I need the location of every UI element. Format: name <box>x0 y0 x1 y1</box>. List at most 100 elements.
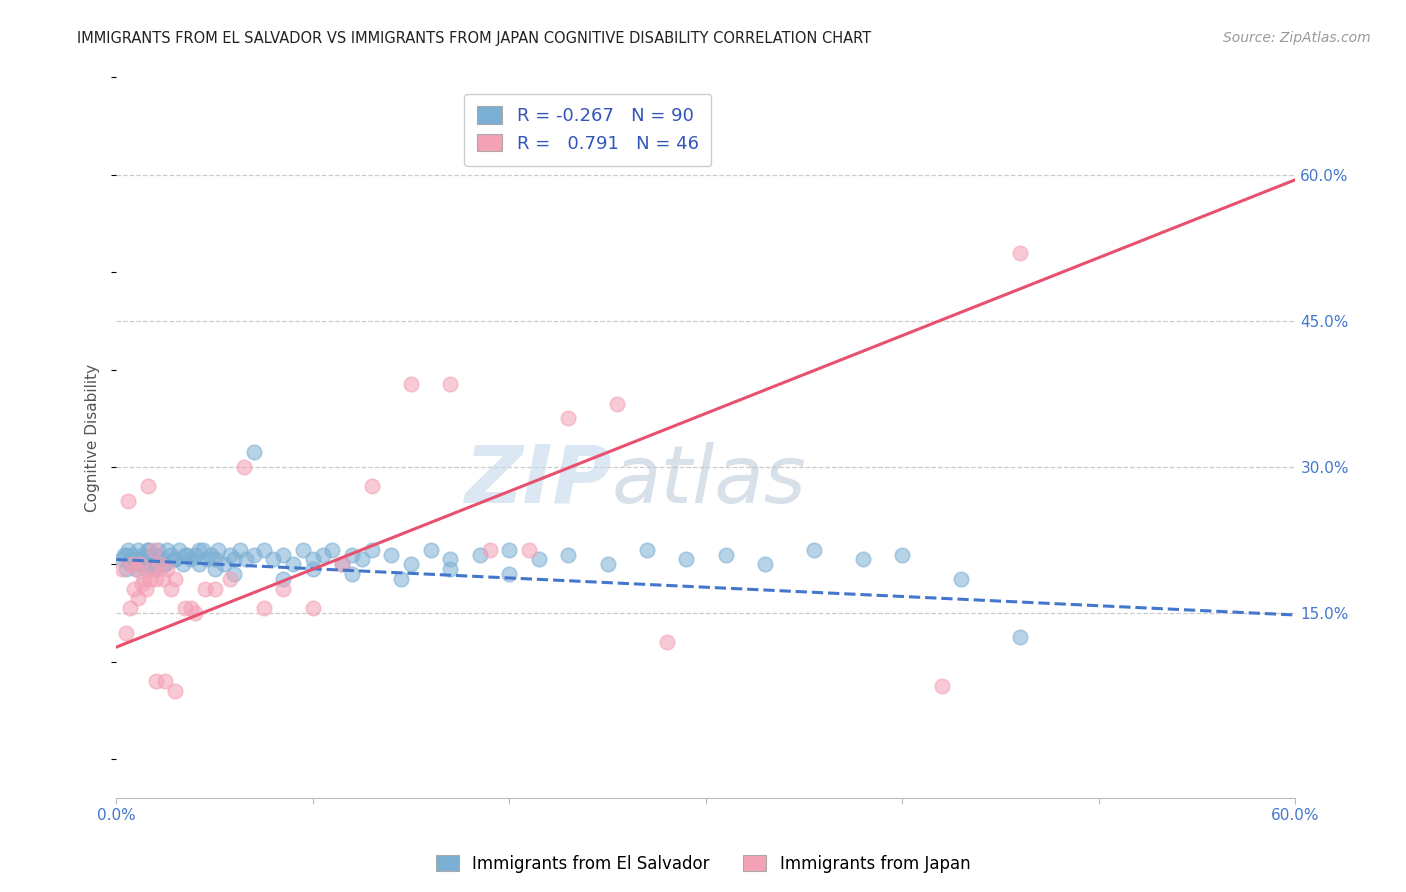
Point <box>950 572 973 586</box>
Point <box>136 542 159 557</box>
Point <box>1010 631 1032 645</box>
Point <box>931 679 953 693</box>
Point <box>380 548 402 562</box>
Point <box>122 552 145 566</box>
Point <box>138 572 160 586</box>
Point <box>136 479 159 493</box>
Point <box>498 567 520 582</box>
Point <box>131 548 153 562</box>
Text: Source: ZipAtlas.com: Source: ZipAtlas.com <box>1223 31 1371 45</box>
Point <box>184 606 207 620</box>
Point <box>148 558 170 572</box>
Point <box>229 542 252 557</box>
Point <box>118 601 141 615</box>
Point <box>291 542 314 557</box>
Point <box>253 542 276 557</box>
Point <box>301 552 323 566</box>
Point <box>128 558 150 572</box>
Point <box>121 558 143 572</box>
Point <box>165 684 187 698</box>
Point <box>136 542 159 557</box>
Point <box>167 542 190 557</box>
Point <box>122 582 145 596</box>
Point <box>439 562 461 576</box>
Point <box>340 567 363 582</box>
Point <box>675 552 697 566</box>
Point <box>273 572 295 586</box>
Point <box>187 542 209 557</box>
Point <box>121 558 143 572</box>
Text: atlas: atlas <box>612 442 806 520</box>
Point <box>172 558 194 572</box>
Point <box>165 552 187 566</box>
Point <box>155 674 177 689</box>
Point <box>235 552 257 566</box>
Point <box>155 558 177 572</box>
Point <box>557 411 579 425</box>
Text: IMMIGRANTS FROM EL SALVADOR VS IMMIGRANTS FROM JAPAN COGNITIVE DISABILITY CORREL: IMMIGRANTS FROM EL SALVADOR VS IMMIGRANT… <box>77 31 872 46</box>
Point <box>263 552 285 566</box>
Point <box>1010 245 1032 260</box>
Point <box>132 552 155 566</box>
Point <box>273 548 295 562</box>
Point <box>145 548 167 562</box>
Point <box>273 582 295 596</box>
Point <box>330 558 353 572</box>
Point <box>360 479 382 493</box>
Point <box>301 601 323 615</box>
Point <box>174 548 197 562</box>
Point <box>419 542 441 557</box>
Point <box>184 548 207 562</box>
Point <box>204 562 226 576</box>
Point <box>156 542 179 557</box>
Point <box>111 562 134 576</box>
Point <box>852 552 875 566</box>
Point <box>714 548 737 562</box>
Point <box>389 572 412 586</box>
Point <box>125 562 148 576</box>
Point <box>243 445 266 459</box>
Point <box>219 548 242 562</box>
Point <box>180 552 202 566</box>
Point <box>118 558 141 572</box>
Point <box>204 582 226 596</box>
Point <box>596 558 619 572</box>
Point <box>165 572 187 586</box>
Point <box>311 548 333 562</box>
Point <box>527 552 550 566</box>
Point <box>321 542 343 557</box>
Point <box>142 548 165 562</box>
Point <box>195 552 218 566</box>
Point <box>219 572 242 586</box>
Point <box>636 542 658 557</box>
Point <box>131 577 153 591</box>
Point <box>399 558 422 572</box>
Point <box>127 591 149 606</box>
Point <box>606 397 628 411</box>
Point <box>498 542 520 557</box>
Point <box>117 542 139 557</box>
Point <box>214 558 236 572</box>
Point <box>165 552 187 566</box>
Y-axis label: Cognitive Disability: Cognitive Disability <box>86 364 100 512</box>
Point <box>142 542 165 557</box>
Point <box>155 558 177 572</box>
Point <box>468 548 491 562</box>
Point <box>176 548 198 562</box>
Point <box>891 548 914 562</box>
Point <box>148 558 170 572</box>
Point <box>160 582 183 596</box>
Point <box>141 562 163 576</box>
Point <box>125 562 148 576</box>
Text: ZIP: ZIP <box>464 442 612 520</box>
Point <box>191 542 214 557</box>
Point <box>803 542 825 557</box>
Point <box>399 377 422 392</box>
Point <box>152 572 174 586</box>
Point <box>281 558 304 572</box>
Point <box>174 601 197 615</box>
Point <box>146 542 169 557</box>
Point <box>194 582 217 596</box>
Point <box>187 558 209 572</box>
Point <box>360 542 382 557</box>
